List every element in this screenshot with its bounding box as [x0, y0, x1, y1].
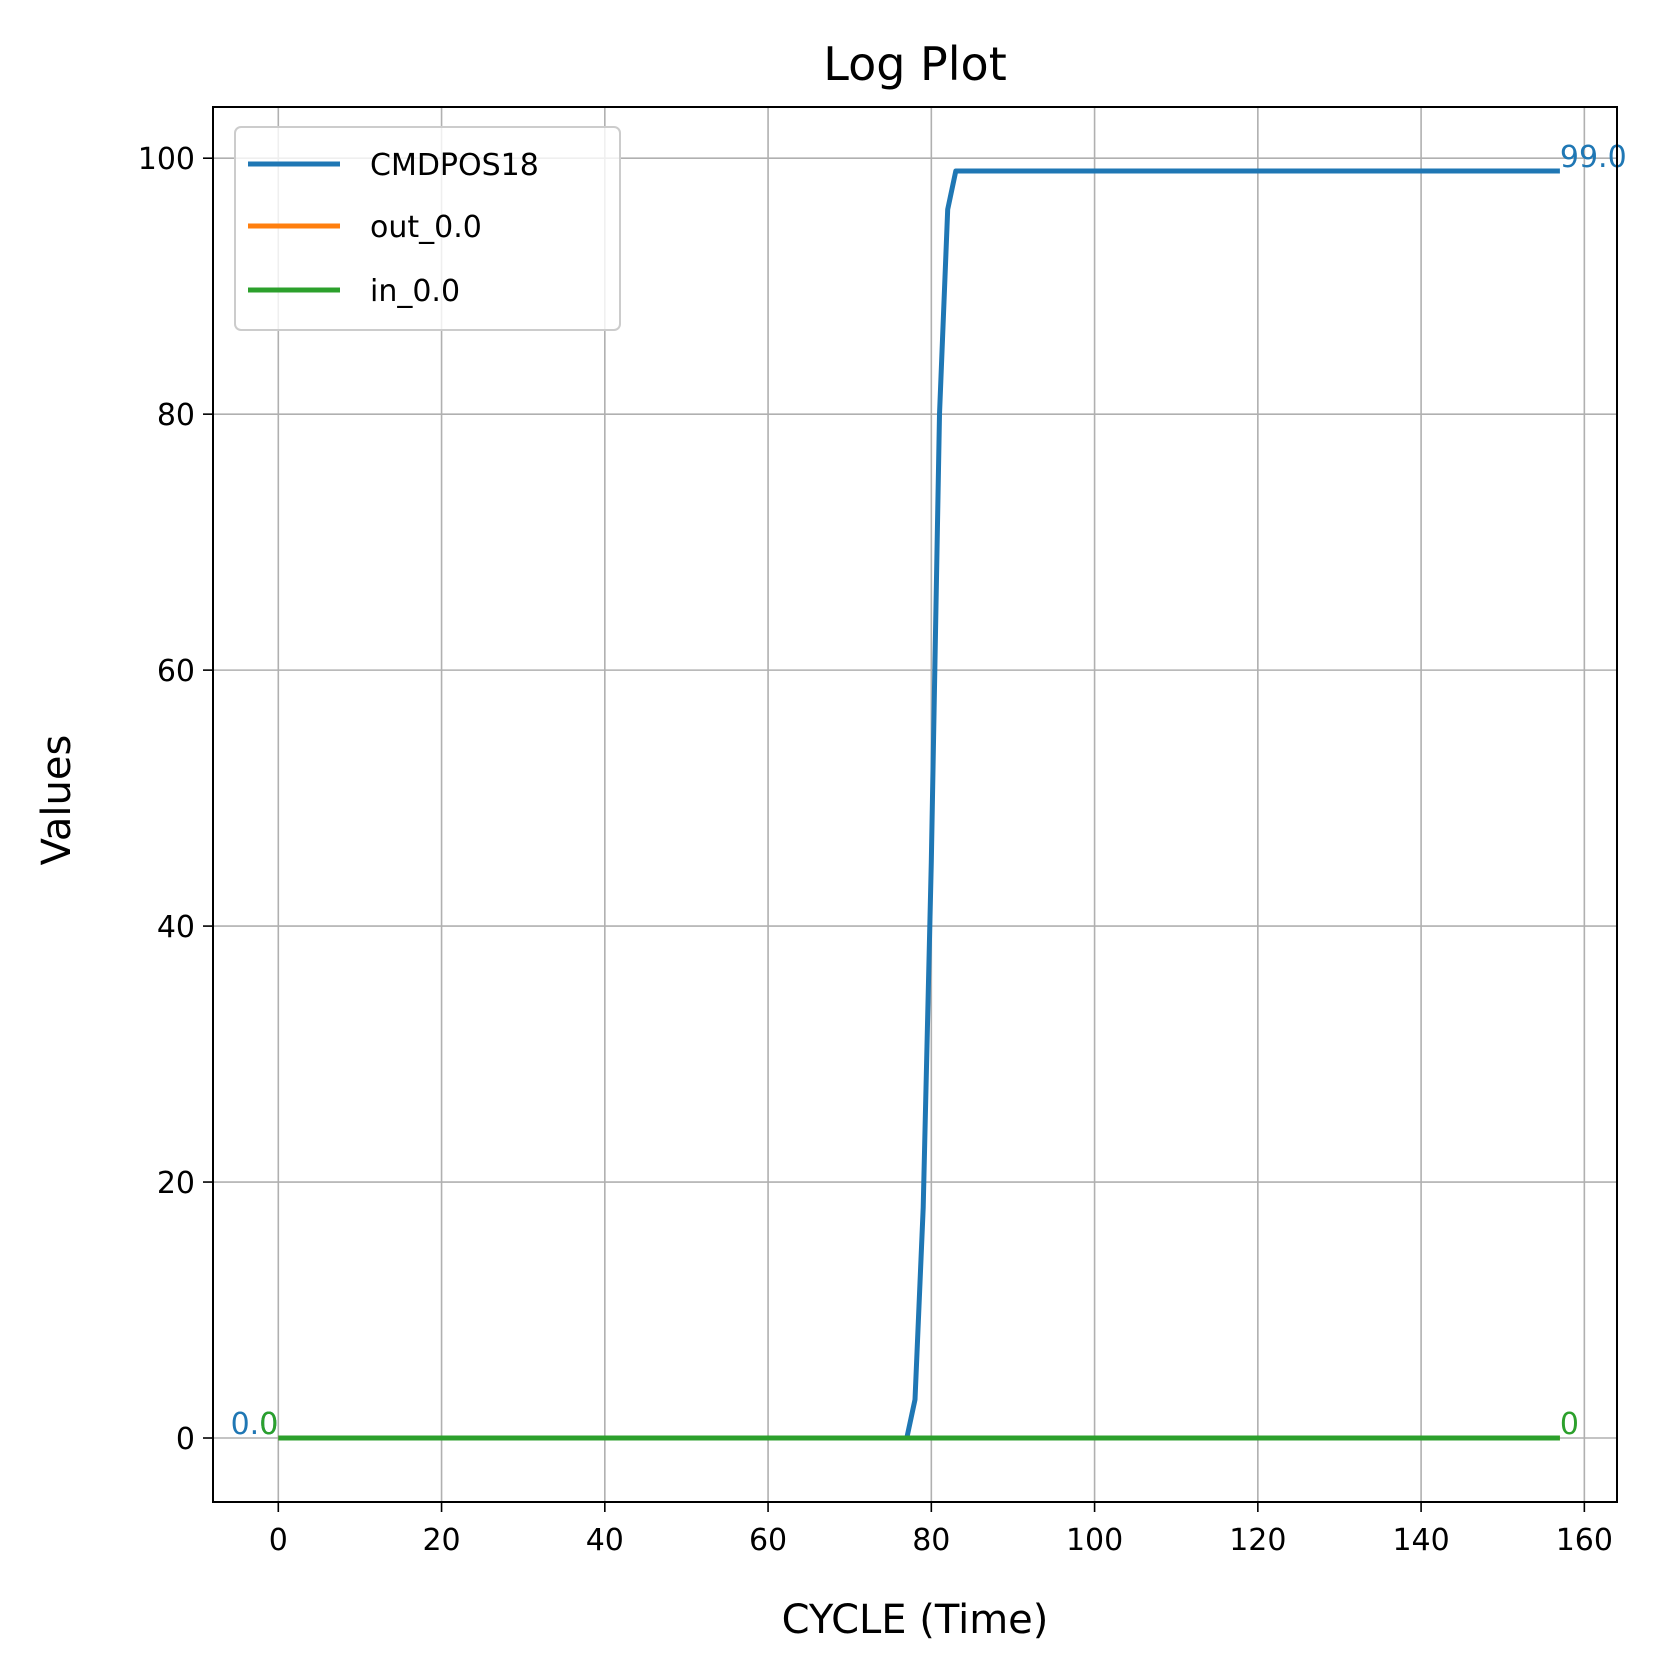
legend-label-out-0-0: out_0.0 [370, 210, 482, 245]
x-tick-label: 80 [912, 1523, 950, 1558]
x-tick-label: 160 [1556, 1523, 1613, 1558]
start-value-label-in-0-0: 0 [259, 1407, 278, 1442]
x-tick-label: 60 [749, 1523, 787, 1558]
y-tick-label: 0 [176, 1422, 195, 1457]
legend-label-cmdpos18: CMDPOS18 [370, 148, 539, 183]
legend: CMDPOS18 out_0.0 in_0.0 [234, 126, 621, 331]
x-axis-label: CYCLE (Time) [782, 1597, 1049, 1643]
x-tick-label: 120 [1229, 1523, 1286, 1558]
end-value-label-cmdpos18: 99.0 [1560, 140, 1627, 175]
legend-label-in-0-0: in_0.0 [370, 274, 460, 309]
x-tick-label: 140 [1392, 1523, 1449, 1558]
y-tick-label: 80 [157, 398, 195, 433]
x-tick-label: 100 [1066, 1523, 1123, 1558]
end-value-label-in-0-0: 0 [1560, 1407, 1579, 1442]
series-lines [278, 168, 1560, 1441]
x-tick-label: 0 [269, 1523, 288, 1558]
axis-ticks: 0 20 40 60 80 100 120 140 160 0 20 40 60 80 100 [138, 142, 1613, 1558]
x-tick-label: 40 [586, 1523, 624, 1558]
y-tick-label: 100 [138, 142, 195, 177]
start-value-label-cmdpos18: 0.0 [231, 1407, 279, 1442]
y-tick-label: 40 [157, 910, 195, 945]
legend-box [234, 126, 621, 331]
series-annotations: 0.0 99.0 0 0 [231, 140, 1627, 1442]
chart-title: Log Plot [823, 37, 1006, 91]
y-axis-label: Values [34, 735, 80, 866]
y-tick-label: 20 [157, 1166, 195, 1201]
y-tick-label: 60 [157, 654, 195, 689]
plot-frame [212, 106, 1618, 1503]
series-line-cmdpos18 [278, 168, 1560, 1441]
x-tick-label: 20 [422, 1523, 460, 1558]
